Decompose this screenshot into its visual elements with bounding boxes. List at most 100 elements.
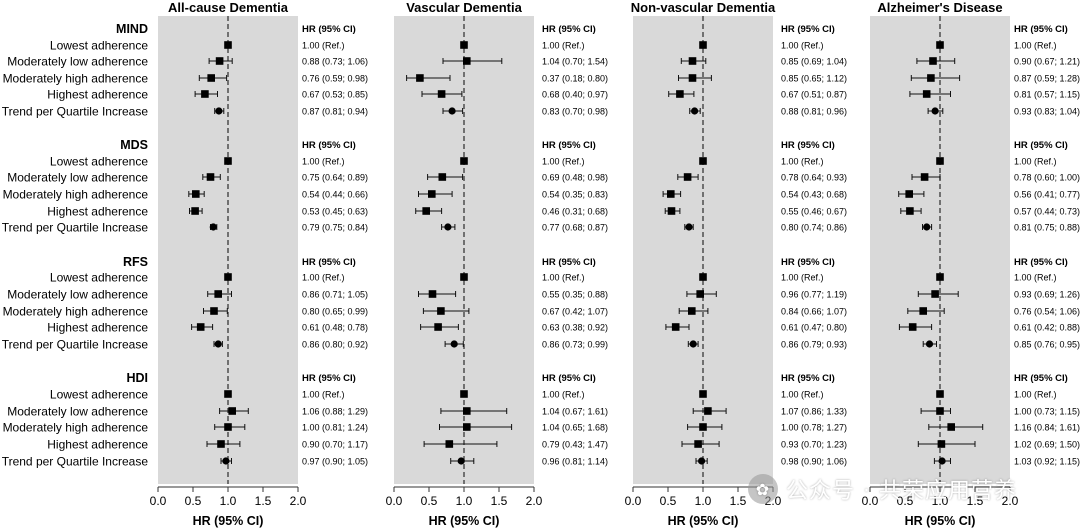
- hr-point: [922, 90, 931, 98]
- hr-ci-text: 1.00 (0.81; 1.24): [302, 422, 368, 432]
- hr-ci-text: 0.98 (0.90; 1.06): [781, 456, 847, 466]
- hr-point: [947, 423, 955, 431]
- hr-ci-text: 0.76 (0.54; 1.06): [1014, 306, 1080, 316]
- hr-point: [931, 290, 939, 298]
- hr-point: [937, 440, 946, 448]
- hr-ci-text: 1.07 (0.86; 1.33): [781, 406, 847, 416]
- hr-ci-text: 0.85 (0.69; 1.04): [781, 56, 847, 66]
- hr-ci-text: 0.78 (0.64; 0.93): [781, 172, 847, 182]
- hr-ci-text: 0.56 (0.41; 0.77): [1014, 189, 1080, 199]
- hr-ci-text: 0.96 (0.81; 1.14): [542, 456, 608, 466]
- row-label: Moderately high adherence: [3, 305, 149, 319]
- hr-ci-text: 0.55 (0.35; 0.88): [542, 289, 608, 299]
- x-tick-label: 0.0: [862, 494, 879, 508]
- trend-point: [209, 223, 217, 231]
- row-label: Moderately high adherence: [3, 188, 149, 202]
- hr-ci-text: 0.86 (0.73; 0.99): [542, 339, 608, 349]
- trend-point: [685, 223, 693, 231]
- trend-point: [698, 457, 706, 465]
- hr-ci-text: 1.00 (Ref.): [781, 40, 824, 50]
- hr-point: [224, 390, 232, 398]
- hr-ci-text: 1.00 (Ref.): [542, 389, 585, 399]
- hr-point: [929, 57, 937, 65]
- hr-point: [905, 190, 913, 198]
- hr-ci-text: 0.54 (0.43; 0.68): [781, 189, 847, 199]
- hr-ci-text: 1.00 (Ref.): [1014, 156, 1057, 166]
- ci-header: HR (95% CI): [542, 257, 596, 268]
- hr-ci-text: 0.54 (0.35; 0.83): [542, 189, 608, 199]
- hr-point: [683, 173, 692, 181]
- hr-ci-text: 0.63 (0.38; 0.92): [542, 322, 608, 332]
- hr-point: [438, 173, 447, 181]
- hr-ci-text: 0.81 (0.57; 1.15): [1014, 89, 1080, 99]
- hr-point: [206, 173, 215, 181]
- x-tick-label: 2.0: [526, 494, 543, 508]
- ci-header: HR (95% CI): [542, 140, 596, 151]
- hr-point: [445, 440, 454, 448]
- hr-point: [936, 273, 944, 281]
- row-label: Highest adherence: [47, 205, 148, 219]
- hr-ci-text: 0.93 (0.70; 1.23): [781, 439, 847, 449]
- x-tick-label: 1.5: [491, 494, 508, 508]
- row-label: Moderately low adherence: [7, 55, 148, 69]
- hr-point: [920, 173, 929, 181]
- hr-ci-text: 0.87 (0.59; 1.28): [1014, 73, 1080, 83]
- hr-ci-text: 0.84 (0.66; 1.07): [781, 306, 847, 316]
- x-tick-label: 0.5: [897, 494, 914, 508]
- row-label: Moderately high adherence: [3, 421, 149, 435]
- watermark-text: 公众号 · 共荣应用营养: [786, 479, 1017, 504]
- hr-point: [919, 307, 927, 315]
- hr-ci-text: 0.57 (0.44; 0.73): [1014, 206, 1080, 216]
- hr-ci-text: 1.02 (0.69; 1.50): [1014, 439, 1080, 449]
- trend-point: [214, 340, 222, 348]
- hr-ci-text: 0.53 (0.45; 0.63): [302, 206, 368, 216]
- ci-header: HR (95% CI): [781, 140, 835, 151]
- hr-point: [694, 440, 702, 448]
- hr-point: [936, 41, 944, 49]
- hr-ci-text: 0.79 (0.43; 1.47): [542, 439, 608, 449]
- x-tick-label: 0.0: [150, 494, 167, 508]
- hr-ci-text: 1.16 (0.84; 1.61): [1014, 422, 1080, 432]
- hr-ci-text: 0.88 (0.73; 1.06): [302, 56, 368, 66]
- ci-header: HR (95% CI): [302, 140, 356, 151]
- x-tick-label: 1.0: [932, 494, 949, 508]
- row-label: Moderately high adherence: [3, 72, 149, 86]
- row-label: Moderately low adherence: [7, 288, 148, 302]
- hr-ci-text: 0.67 (0.42; 1.07): [542, 306, 608, 316]
- hr-ci-text: 0.85 (0.65; 1.12): [781, 73, 847, 83]
- hr-point: [192, 190, 200, 198]
- hr-point: [422, 207, 430, 215]
- hr-point: [688, 74, 697, 82]
- hr-ci-text: 0.67 (0.51; 0.87): [781, 89, 847, 99]
- hr-point: [671, 323, 680, 331]
- hr-ci-text: 0.80 (0.65; 0.99): [302, 306, 368, 316]
- hr-ci-text: 0.76 (0.59; 0.98): [302, 73, 368, 83]
- ci-header: HR (95% CI): [781, 24, 835, 35]
- panel-title: Vascular Dementia: [406, 0, 522, 15]
- hr-ci-text: 0.46 (0.31; 0.68): [542, 206, 608, 216]
- hr-ci-text: 0.85 (0.76; 0.95): [1014, 339, 1080, 349]
- hr-ci-text: 0.61 (0.47; 0.80): [781, 322, 847, 332]
- hr-point: [699, 390, 707, 398]
- ci-header: HR (95% CI): [542, 373, 596, 384]
- hr-ci-text: 1.00 (Ref.): [542, 272, 585, 282]
- hr-point: [906, 207, 914, 215]
- hr-ci-text: 1.00 (Ref.): [781, 272, 824, 282]
- hr-point: [437, 307, 445, 315]
- hr-point: [460, 41, 468, 49]
- hr-point: [667, 207, 676, 215]
- trend-point: [938, 457, 946, 465]
- panel-title: Non-vascular Dementia: [631, 0, 776, 15]
- row-label: Trend per Quartile Increase: [2, 221, 149, 235]
- hr-ci-text: 0.69 (0.48; 0.98): [542, 172, 608, 182]
- x-axis-label: HR (95% CI): [668, 514, 739, 528]
- hr-point: [214, 290, 222, 298]
- x-tick-label: 1.5: [255, 494, 272, 508]
- x-tick-label: 1.0: [695, 494, 712, 508]
- ci-header: HR (95% CI): [1014, 257, 1068, 268]
- group-label-mds: MDS: [120, 138, 148, 152]
- x-tick-label: 1.5: [967, 494, 984, 508]
- hr-point: [688, 307, 696, 315]
- hr-ci-text: 0.68 (0.40; 0.97): [542, 89, 608, 99]
- hr-point: [936, 390, 944, 398]
